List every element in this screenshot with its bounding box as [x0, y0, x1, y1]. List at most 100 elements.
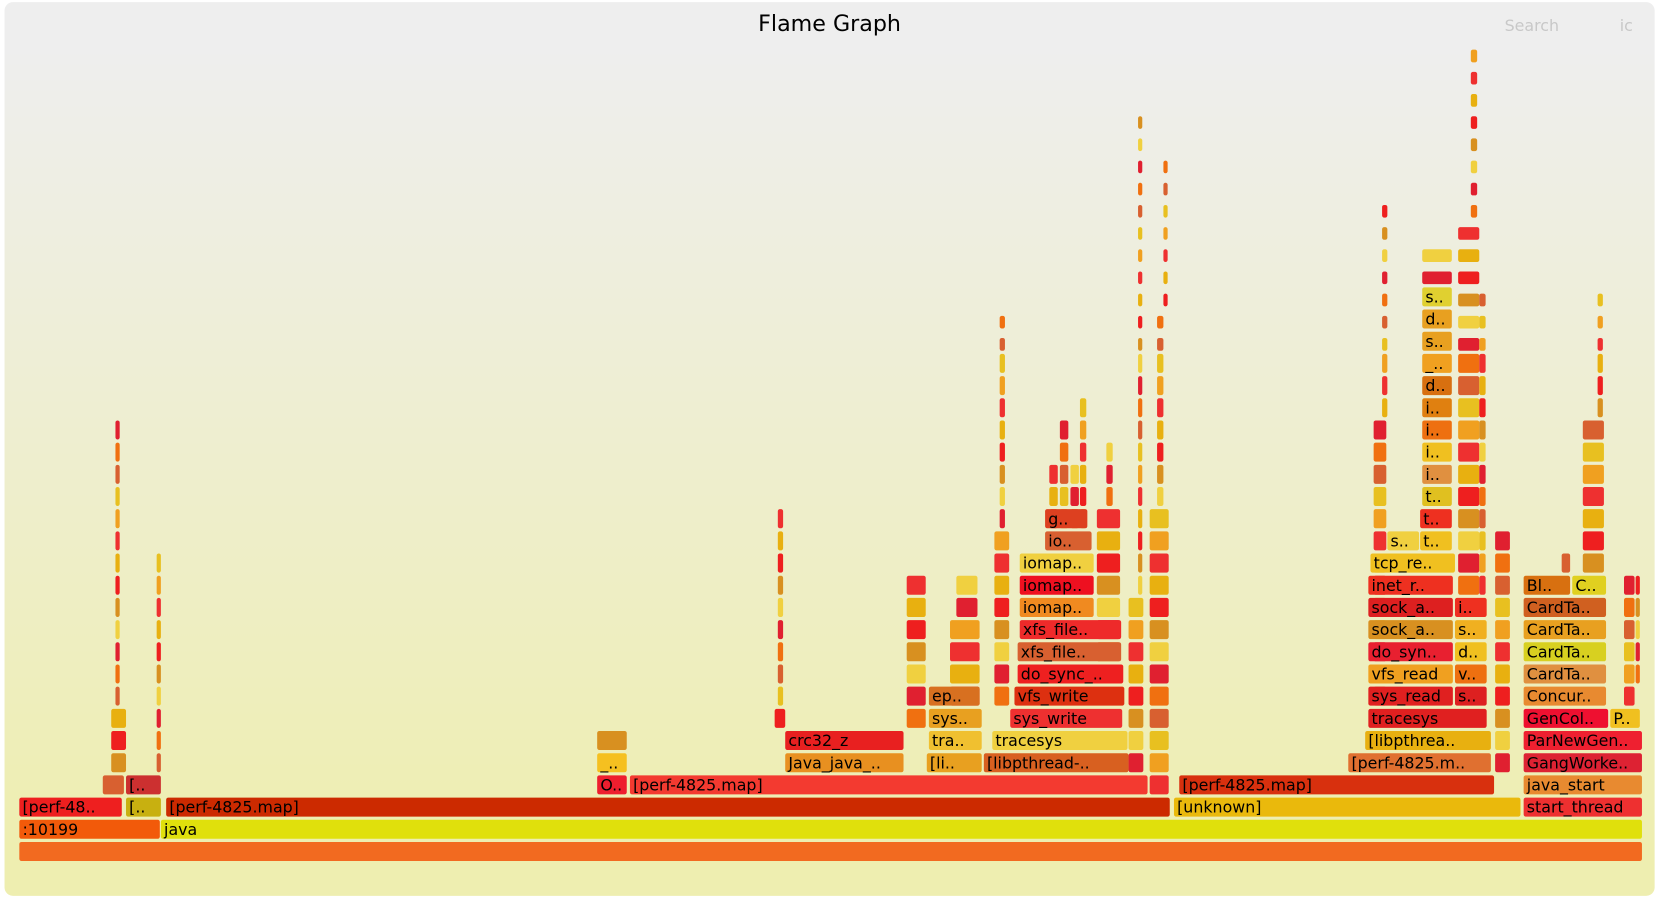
frame[interactable]: [777, 664, 784, 684]
frame[interactable]: [999, 353, 1005, 373]
frame[interactable]: [785, 731, 904, 751]
frame[interactable]: [156, 686, 161, 706]
frame[interactable]: [1368, 597, 1453, 617]
frame[interactable]: [906, 708, 926, 728]
frame[interactable]: [1138, 553, 1143, 573]
frame[interactable]: [1059, 487, 1069, 507]
frame[interactable]: [1495, 664, 1510, 684]
frame[interactable]: [1106, 442, 1113, 462]
frame[interactable]: [1163, 249, 1168, 262]
frame[interactable]: [994, 664, 1010, 684]
frame[interactable]: [1138, 575, 1143, 595]
frame[interactable]: [1495, 708, 1510, 728]
frame[interactable]: [1368, 664, 1453, 684]
frame[interactable]: [156, 753, 161, 773]
frame[interactable]: [1523, 775, 1642, 795]
frame[interactable]: [950, 664, 980, 684]
frame[interactable]: [115, 597, 120, 617]
frame[interactable]: [1128, 731, 1144, 751]
frame[interactable]: [1470, 182, 1478, 196]
frame[interactable]: [1561, 553, 1571, 573]
frame[interactable]: [774, 708, 786, 728]
frame[interactable]: [1382, 353, 1388, 373]
frame[interactable]: [1479, 464, 1486, 484]
frame[interactable]: [777, 597, 784, 617]
frame[interactable]: [777, 575, 784, 595]
frame[interactable]: [1149, 553, 1169, 573]
frame[interactable]: [1373, 420, 1387, 440]
frame[interactable]: [956, 597, 978, 617]
frame[interactable]: [1479, 315, 1486, 329]
frame[interactable]: [1157, 487, 1164, 507]
frame[interactable]: [1149, 664, 1169, 684]
frame[interactable]: [1149, 620, 1169, 640]
frame[interactable]: [1138, 271, 1143, 285]
frame[interactable]: [1610, 708, 1640, 728]
frame[interactable]: [1096, 597, 1121, 617]
frame[interactable]: [1138, 531, 1143, 551]
frame[interactable]: [156, 664, 161, 684]
frame[interactable]: [1479, 398, 1486, 418]
frame[interactable]: [115, 553, 120, 573]
frame[interactable]: [1163, 204, 1168, 218]
frame[interactable]: [1149, 753, 1169, 773]
frame[interactable]: [1458, 442, 1480, 462]
frame[interactable]: [906, 664, 926, 684]
frame[interactable]: [115, 664, 120, 684]
frame[interactable]: [1479, 487, 1486, 507]
frame[interactable]: [597, 775, 627, 795]
frame[interactable]: [1149, 531, 1169, 551]
frame[interactable]: [102, 775, 124, 795]
frame[interactable]: [1163, 160, 1168, 174]
frame[interactable]: [1495, 597, 1510, 617]
frame[interactable]: [1624, 664, 1635, 684]
frame[interactable]: [1070, 464, 1079, 484]
frame[interactable]: [994, 686, 1010, 706]
frame[interactable]: [1157, 338, 1164, 351]
frame[interactable]: [1458, 293, 1480, 307]
frame[interactable]: [1079, 398, 1087, 418]
frame[interactable]: [166, 797, 1170, 817]
frame[interactable]: [597, 753, 627, 773]
frame[interactable]: [1149, 575, 1169, 595]
frame[interactable]: [1138, 487, 1143, 507]
frame[interactable]: [1458, 420, 1480, 440]
frame[interactable]: [1635, 575, 1640, 595]
frame[interactable]: [19, 841, 1642, 861]
frame[interactable]: [1138, 376, 1143, 396]
frame[interactable]: [1624, 597, 1635, 617]
frame[interactable]: [1479, 338, 1486, 351]
frame[interactable]: [1138, 509, 1143, 529]
frame[interactable]: [1079, 420, 1087, 440]
frame[interactable]: [1138, 338, 1143, 351]
frame[interactable]: [906, 597, 926, 617]
frame[interactable]: [1523, 731, 1642, 751]
frame[interactable]: [1019, 620, 1122, 640]
frame[interactable]: [1157, 315, 1164, 329]
frame[interactable]: [1019, 575, 1094, 595]
frame[interactable]: [1149, 708, 1169, 728]
frame[interactable]: [1059, 464, 1069, 484]
frame[interactable]: [950, 642, 980, 662]
frame[interactable]: [1138, 138, 1143, 152]
frame[interactable]: [1635, 597, 1640, 617]
frame[interactable]: [1523, 797, 1642, 817]
frame[interactable]: [1070, 487, 1079, 507]
frame[interactable]: [1458, 227, 1480, 240]
frame[interactable]: [156, 575, 161, 595]
frame[interactable]: [1149, 731, 1169, 751]
frame[interactable]: [1019, 597, 1094, 617]
frame[interactable]: [1370, 553, 1455, 573]
frame[interactable]: [1149, 775, 1169, 795]
frame[interactable]: [1157, 420, 1164, 440]
frame[interactable]: [1458, 464, 1480, 484]
frame[interactable]: [1454, 597, 1487, 617]
frame[interactable]: [1523, 642, 1607, 662]
frame[interactable]: [1422, 309, 1452, 329]
frame[interactable]: [1149, 509, 1169, 529]
frame[interactable]: [115, 442, 120, 462]
frame[interactable]: [1523, 597, 1607, 617]
frame[interactable]: [906, 620, 926, 640]
frame[interactable]: [1079, 464, 1087, 484]
frame[interactable]: [1422, 420, 1452, 440]
